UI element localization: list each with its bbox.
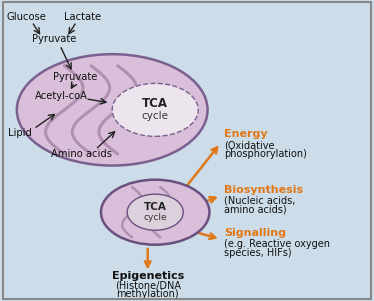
Text: TCA: TCA [144, 202, 167, 212]
Text: cycle: cycle [143, 213, 167, 222]
Text: phosphorylation): phosphorylation) [224, 149, 307, 159]
Text: cycle: cycle [142, 111, 169, 122]
Text: Amino acids: Amino acids [51, 149, 112, 159]
Text: Biosynthesis: Biosynthesis [224, 185, 304, 195]
Text: Lactate: Lactate [64, 11, 101, 22]
Text: Signalling: Signalling [224, 228, 286, 238]
Text: Glucose: Glucose [7, 11, 47, 22]
Ellipse shape [112, 83, 198, 136]
Text: Pyruvate: Pyruvate [32, 33, 76, 44]
Text: species, HIFs): species, HIFs) [224, 248, 292, 258]
Text: (e.g. Reactive oxygen: (e.g. Reactive oxygen [224, 239, 330, 249]
Text: (Histone/DNA: (Histone/DNA [115, 281, 181, 291]
Text: Lipid: Lipid [7, 128, 31, 138]
Text: (Nucleic acids,: (Nucleic acids, [224, 196, 296, 206]
Text: Epigenetics: Epigenetics [111, 271, 184, 281]
Text: Energy: Energy [224, 129, 268, 139]
Ellipse shape [17, 54, 208, 166]
Ellipse shape [127, 194, 183, 230]
Text: amino acids): amino acids) [224, 205, 287, 215]
Text: TCA: TCA [142, 97, 168, 110]
Text: Acetyl-coA: Acetyl-coA [35, 91, 88, 101]
Text: methylation): methylation) [116, 289, 179, 299]
Text: (Oxidative: (Oxidative [224, 140, 275, 150]
Text: Pyruvate: Pyruvate [53, 72, 97, 82]
Ellipse shape [101, 180, 209, 245]
